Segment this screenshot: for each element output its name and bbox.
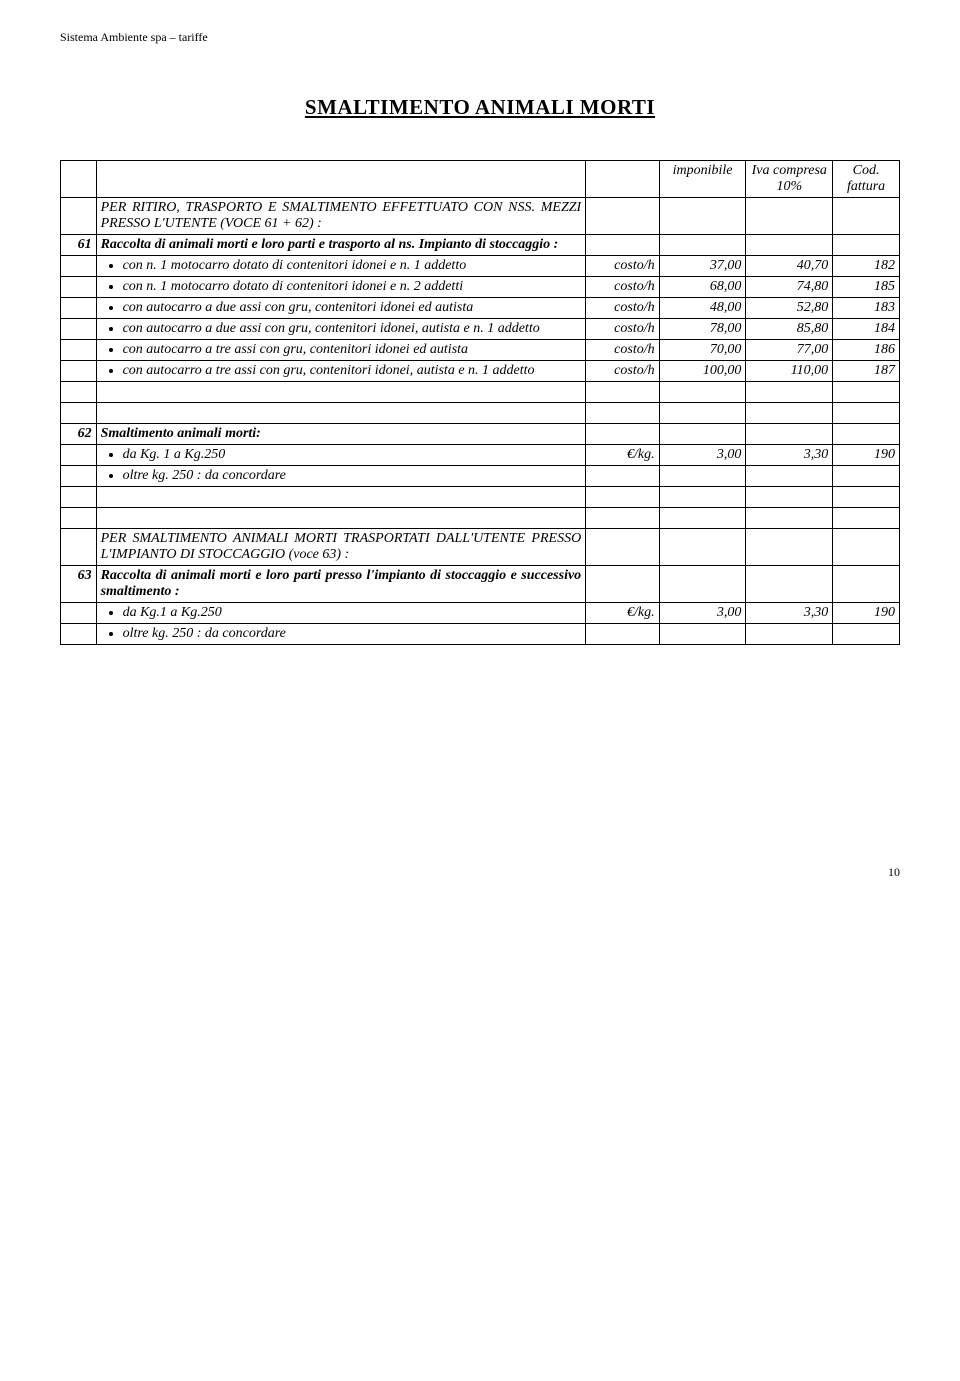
row-iva: 110,00 (746, 361, 833, 382)
table-row: con n. 1 motocarro dotato di contenitori… (61, 256, 900, 277)
row-unit: costo/h (586, 256, 659, 277)
row-iva: 74,80 (746, 277, 833, 298)
row-cod: 187 (833, 361, 900, 382)
row-iva: 52,80 (746, 298, 833, 319)
row-cod: 190 (833, 445, 900, 466)
table-row: oltre kg. 250 : da concordare (61, 624, 900, 645)
section-subtitle: Smaltimento animali morti: (96, 424, 586, 445)
table-row: 62 Smaltimento animali morti: (61, 424, 900, 445)
row-number: 63 (61, 566, 97, 603)
row-iva: 3,30 (746, 445, 833, 466)
row-number: 61 (61, 235, 97, 256)
table-row: con autocarro a tre assi con gru, conten… (61, 340, 900, 361)
intro-text: Raccolta di animali morti e loro parti e… (96, 235, 586, 256)
spacer-row (61, 487, 900, 508)
row-cod: 185 (833, 277, 900, 298)
spacer-row (61, 382, 900, 403)
intro-text: PER SMALTIMENTO ANIMALI MORTI TRASPORTAT… (96, 529, 586, 566)
row-desc: oltre kg. 250 : da concordare (123, 626, 582, 642)
row-desc: con autocarro a tre assi con gru, conten… (123, 342, 582, 358)
intro-text: PER RITIRO, TRASPORTO E SMALTIMENTO EFFE… (96, 198, 586, 235)
row-unit: costo/h (586, 361, 659, 382)
row-imp: 70,00 (659, 340, 746, 361)
col-header-iva: Iva compresa 10% (746, 161, 833, 198)
row-desc: con n. 1 motocarro dotato di contenitori… (123, 279, 582, 295)
table-row: PER SMALTIMENTO ANIMALI MORTI TRASPORTAT… (61, 529, 900, 566)
row-cod: 186 (833, 340, 900, 361)
col-header-imponibile: imponibile (659, 161, 746, 198)
row-unit: costo/h (586, 298, 659, 319)
row-iva: 3,30 (746, 603, 833, 624)
row-iva: 40,70 (746, 256, 833, 277)
section-title: SMALTIMENTO ANIMALI MORTI (60, 95, 900, 120)
page-header: Sistema Ambiente spa – tariffe (60, 30, 900, 45)
table-row: con autocarro a tre assi con gru, conten… (61, 361, 900, 382)
row-unit: costo/h (586, 340, 659, 361)
row-imp: 3,00 (659, 445, 746, 466)
row-unit: €/kg. (586, 603, 659, 624)
table-header-row: imponibile Iva compresa 10% Cod. fattura (61, 161, 900, 198)
row-imp: 48,00 (659, 298, 746, 319)
row-imp: 68,00 (659, 277, 746, 298)
table-row: con autocarro a due assi con gru, conten… (61, 319, 900, 340)
row-imp: 37,00 (659, 256, 746, 277)
row-desc: con autocarro a tre assi con gru, conten… (123, 363, 582, 379)
row-desc: da Kg. 1 a Kg.250 (123, 447, 582, 463)
table-row: con autocarro a due assi con gru, conten… (61, 298, 900, 319)
row-cod: 190 (833, 603, 900, 624)
row-unit: €/kg. (586, 445, 659, 466)
row-unit: costo/h (586, 319, 659, 340)
row-cod: 182 (833, 256, 900, 277)
row-desc: con n. 1 motocarro dotato di contenitori… (123, 258, 582, 274)
table-row: con n. 1 motocarro dotato di contenitori… (61, 277, 900, 298)
row-iva: 85,80 (746, 319, 833, 340)
table-row: da Kg. 1 a Kg.250 €/kg. 3,00 3,30 190 (61, 445, 900, 466)
row-desc: con autocarro a due assi con gru, conten… (123, 321, 582, 337)
table-row: da Kg.1 a Kg.250 €/kg. 3,00 3,30 190 (61, 603, 900, 624)
table-row: 61 Raccolta di animali morti e loro part… (61, 235, 900, 256)
row-iva: 77,00 (746, 340, 833, 361)
table-row: 63 Raccolta di animali morti e loro part… (61, 566, 900, 603)
row-imp: 100,00 (659, 361, 746, 382)
tariff-table: imponibile Iva compresa 10% Cod. fattura… (60, 160, 900, 645)
row-desc: da Kg.1 a Kg.250 (123, 605, 582, 621)
intro-text: Raccolta di animali morti e loro parti p… (96, 566, 586, 603)
col-header-cod: Cod. fattura (833, 161, 900, 198)
table-row: oltre kg. 250 : da concordare (61, 466, 900, 487)
row-number: 62 (61, 424, 97, 445)
row-unit: costo/h (586, 277, 659, 298)
spacer-row (61, 508, 900, 529)
row-desc: con autocarro a due assi con gru, conten… (123, 300, 582, 316)
row-cod: 184 (833, 319, 900, 340)
row-desc: oltre kg. 250 : da concordare (123, 468, 582, 484)
row-imp: 3,00 (659, 603, 746, 624)
table-row: PER RITIRO, TRASPORTO E SMALTIMENTO EFFE… (61, 198, 900, 235)
row-cod: 183 (833, 298, 900, 319)
page-number: 10 (60, 865, 900, 880)
row-imp: 78,00 (659, 319, 746, 340)
spacer-row (61, 403, 900, 424)
